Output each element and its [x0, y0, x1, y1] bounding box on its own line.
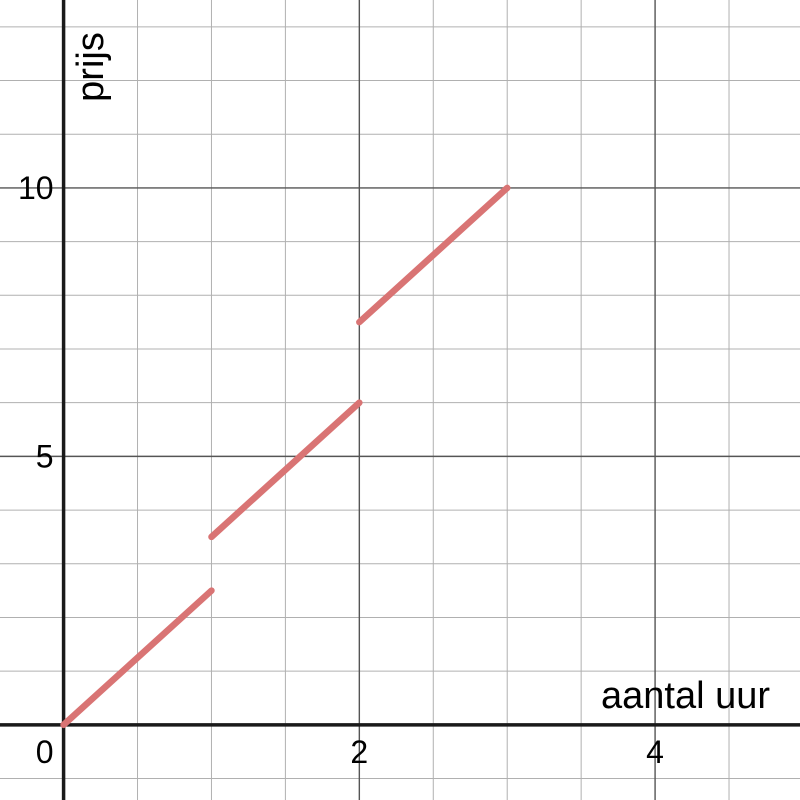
line-segment [208, 399, 363, 541]
y-axis-label: prijs [70, 32, 112, 102]
x-tick-label: 2 [350, 734, 368, 770]
series-segments [60, 184, 511, 729]
line-segment [356, 184, 511, 326]
x-axis-label: aantal uur [601, 675, 770, 717]
y-tick-label: 10 [18, 170, 54, 206]
line-segment [60, 587, 215, 729]
x-tick-label: 0 [36, 734, 54, 770]
y-tick-label: 5 [36, 438, 54, 474]
x-tick-label: 4 [646, 734, 664, 770]
tick-labels: 0 2 4 5 10 [18, 170, 664, 770]
